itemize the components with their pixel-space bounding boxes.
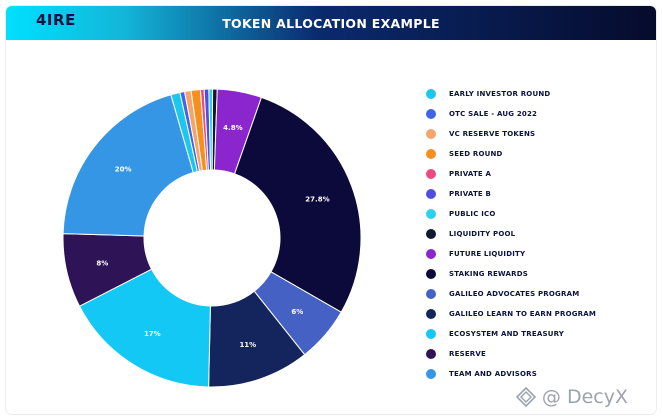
slice-label-galileo-learn-to-earn-program: 11% [239,341,256,349]
legend-item-staking-rewards: STAKING REWARDS [426,266,528,282]
legend-swatch [426,109,436,119]
slice-staking-rewards [233,96,362,313]
slice-label-staking-rewards: 27.8% [305,195,329,203]
legend-label: PRIVATE B [449,190,492,198]
brand-logo: 4IRE [36,11,98,35]
slice-label-ecosystem-and-treasury: 17% [144,330,161,338]
legend-label: RESERVE [449,350,486,358]
legend-swatch [426,369,436,379]
diamond-logo-icon [515,387,536,407]
legend-item-liquidity-pool: LIQUIDITY POOL [426,226,515,242]
legend-item-galileo-advocates-program: GALILEO ADVOCATES PROGRAM [426,286,579,302]
legend-swatch [426,169,436,179]
slice-label-future-liquidity: 4.8% [223,124,242,132]
legend-swatch [426,209,436,219]
legend-swatch [426,229,436,239]
logo-text: 4IRE [36,11,76,29]
legend-item-seed-round: SEED ROUND [426,146,503,162]
slice-team-and-advisors [62,94,194,237]
legend-label: STAKING REWARDS [449,270,528,278]
legend-swatch [426,289,436,299]
legend-label: PUBLIC ICO [449,210,496,218]
legend-item-team-and-advisors: TEAM AND ADVISORS [426,366,537,382]
legend-item-galileo-learn-to-earn-program: GALILEO LEARN TO EARN PROGRAM [426,306,596,322]
legend-label: GALILEO LEARN TO EARN PROGRAM [449,310,597,318]
legend-label: TEAM AND ADVISORS [449,370,537,378]
legend-item-private-b: PRIVATE B [426,186,491,202]
legend-item-ecosystem-and-treasury: ECOSYSTEM AND TREASURY [426,326,564,342]
legend-label: PRIVATE A [449,170,492,178]
legend-swatch [426,309,436,319]
header-bar: 4IRE TOKEN ALLOCATION EXAMPLE [6,6,656,40]
watermark: @ DecyX [515,386,628,408]
legend-item-public-ico: PUBLIC ICO [426,206,495,222]
page-title: TOKEN ALLOCATION EXAMPLE [222,16,440,31]
watermark-text: @ DecyX [541,386,628,408]
legend-label: FUTURE LIQUIDITY [449,250,526,258]
legend-swatch [426,329,436,339]
donut-chart: 4.8% 27.8% 6% 11% 17% 8% 20% [62,88,362,388]
legend-label: ECOSYSTEM AND TREASURY [449,330,565,338]
legend-label: SEED ROUND [449,150,503,158]
legend-swatch [426,149,436,159]
slice-label-team-and-advisors: 20% [115,166,132,174]
legend-label: LIQUIDITY POOL [449,230,516,238]
legend-item-reserve: RESERVE [426,346,486,362]
chart-panel: 4IRE TOKEN ALLOCATION EXAMPLE 4.8% 27.8% 6… [6,6,656,414]
legend-label: OTC SALE - AUG 2022 [449,110,538,118]
legend-swatch [426,349,436,359]
legend-item-private-a: PRIVATE A [426,166,491,182]
legend-swatch [426,189,436,199]
legend-swatch [426,269,436,279]
legend-label: EARLY INVESTOR ROUND [449,90,551,98]
slice-label-reserve: 8% [96,259,108,267]
legend-item-otc-sale-aug-2022: OTC SALE - AUG 2022 [426,106,537,122]
slice-label-galileo-advocates-program: 6% [291,308,303,316]
legend-item-early-investor-round: EARLY INVESTOR ROUND [426,86,550,102]
legend-swatch [426,89,436,99]
legend-label: VC RESERVE TOKENS [449,130,536,138]
legend-swatch [426,249,436,259]
legend-swatch [426,129,436,139]
slice-ecosystem-and-treasury [78,268,211,388]
legend-label: GALILEO ADVOCATES PROGRAM [449,290,580,298]
legend-item-future-liquidity: FUTURE LIQUIDITY [426,246,525,262]
legend-item-vc-reserve-tokens: VC RESERVE TOKENS [426,126,535,142]
